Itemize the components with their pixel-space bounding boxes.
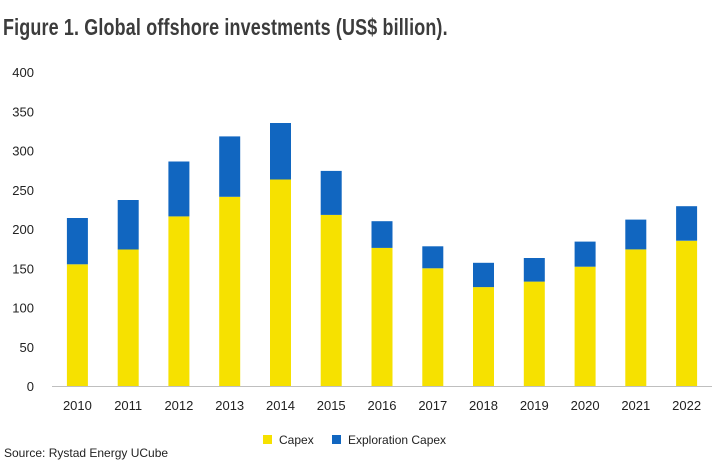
bar-capex — [523, 281, 545, 386]
y-tick-label: 400 — [12, 65, 34, 80]
bar-capex — [574, 266, 596, 386]
y-tick-label: 0 — [27, 379, 34, 394]
bar-capex — [219, 196, 241, 386]
bar-capex — [320, 214, 342, 386]
bar-capex — [625, 249, 647, 386]
bar-exploration-capex — [117, 200, 139, 250]
y-tick-label: 250 — [12, 183, 34, 198]
bar-capex — [117, 249, 139, 386]
x-tick-label: 2020 — [571, 398, 600, 413]
bar-capex — [270, 179, 291, 386]
bar-exploration-capex — [270, 123, 291, 180]
bar-capex — [422, 268, 444, 387]
x-tick-label: 2016 — [368, 398, 397, 413]
bar-exploration-capex — [473, 262, 494, 288]
x-tick-label: 2011 — [114, 398, 142, 413]
chart-title: Figure 1. Global offshore investments (U… — [3, 14, 448, 40]
x-tick-label: 2014 — [266, 398, 295, 413]
bar-capex — [168, 216, 190, 386]
bar-exploration-capex — [320, 170, 342, 215]
legend-swatch-exploration-capex — [332, 435, 341, 444]
bar-exploration-capex — [523, 258, 545, 282]
x-tick-label: 2021 — [621, 398, 650, 413]
bar-exploration-capex — [219, 136, 241, 197]
bar-exploration-capex — [371, 221, 393, 248]
legend-swatch-capex — [263, 435, 272, 444]
bar-exploration-capex — [66, 218, 88, 265]
y-tick-label: 350 — [12, 104, 34, 119]
x-tick-label: 2019 — [520, 398, 549, 413]
y-tick-label: 50 — [20, 340, 34, 355]
x-tick-label: 2017 — [418, 398, 447, 413]
bar-capex — [371, 247, 393, 386]
bar-exploration-capex — [676, 206, 698, 241]
x-tick-label: 2012 — [164, 398, 193, 413]
bar-exploration-capex — [625, 219, 647, 250]
y-tick-label: 300 — [12, 144, 34, 159]
x-tick-label: 2013 — [215, 398, 244, 413]
bar-capex — [473, 287, 494, 386]
y-tick-label: 150 — [12, 261, 34, 276]
bar-exploration-capex — [574, 241, 596, 267]
x-tick-label: 2022 — [672, 398, 701, 413]
bar-capex — [676, 240, 698, 386]
bar-exploration-capex — [422, 246, 444, 269]
x-tick-label: 2010 — [63, 398, 92, 413]
bar-capex — [66, 264, 88, 386]
y-tick-label: 100 — [12, 301, 34, 316]
y-tick-label: 200 — [12, 222, 34, 237]
legend-label-capex: Capex — [279, 433, 314, 447]
x-tick-label: 2018 — [469, 398, 498, 413]
x-tick-label: 2015 — [317, 398, 346, 413]
source-note: Source: Rystad Energy UCube — [4, 446, 169, 460]
legend-label-exploration-capex: Exploration Capex — [348, 433, 446, 447]
bar-exploration-capex — [168, 161, 190, 217]
